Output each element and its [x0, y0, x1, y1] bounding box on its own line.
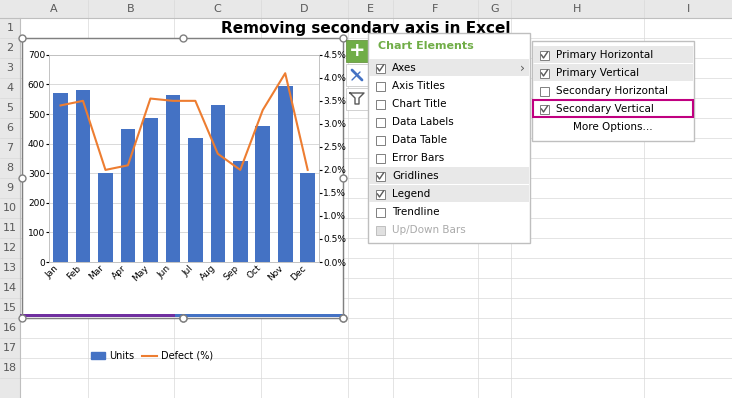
Text: +: + [348, 41, 365, 60]
Bar [533, 64, 693, 81]
Bar [533, 46, 693, 63]
Bar [278, 86, 293, 262]
Text: 2: 2 [7, 43, 14, 53]
Text: E: E [367, 4, 374, 14]
Text: 3: 3 [7, 63, 13, 73]
Bar [376, 172, 385, 181]
Text: 4: 4 [7, 83, 14, 93]
Bar [346, 88, 368, 110]
Bar [376, 207, 385, 217]
Text: 10: 10 [3, 203, 17, 213]
Bar [533, 100, 693, 117]
Text: 17: 17 [3, 343, 17, 353]
Text: 6: 6 [7, 123, 13, 133]
Text: Primary Horizontal: Primary Horizontal [556, 50, 653, 60]
Text: Trendline: Trendline [392, 207, 439, 217]
Bar [233, 161, 247, 262]
Bar [346, 40, 368, 62]
Text: Up/Down Bars: Up/Down Bars [392, 225, 466, 235]
Bar [211, 105, 225, 262]
Text: 11: 11 [3, 223, 17, 233]
Bar [368, 33, 530, 243]
Text: Axes: Axes [392, 63, 417, 73]
Text: Secondary Horizontal: Secondary Horizontal [556, 86, 668, 96]
Text: G: G [490, 4, 498, 14]
Bar [369, 59, 529, 76]
Text: 13: 13 [3, 263, 17, 273]
Text: More Options...: More Options... [573, 122, 653, 132]
Text: 14: 14 [3, 283, 17, 293]
Text: D: D [300, 4, 309, 14]
Text: 15: 15 [3, 303, 17, 313]
Text: Secondary Vertical: Secondary Vertical [556, 104, 654, 114]
Bar [255, 126, 270, 262]
Bar [165, 95, 180, 262]
Text: H: H [573, 4, 582, 14]
Bar [376, 226, 385, 234]
Bar [121, 129, 135, 262]
Bar [346, 64, 368, 86]
Text: 8: 8 [7, 163, 14, 173]
Text: Error Bars: Error Bars [392, 153, 444, 163]
Bar [376, 82, 385, 90]
Bar [376, 64, 385, 72]
Text: Chart Elements: Chart Elements [378, 41, 474, 51]
Bar [75, 90, 90, 262]
Bar [540, 86, 549, 96]
Text: F: F [433, 4, 438, 14]
Text: Legend: Legend [392, 189, 430, 199]
Text: 12: 12 [3, 243, 17, 253]
Bar [540, 105, 549, 113]
Bar [369, 185, 529, 202]
Text: 1: 1 [7, 23, 13, 33]
Bar [540, 68, 549, 78]
Text: B: B [127, 4, 135, 14]
Text: Data Table: Data Table [392, 135, 447, 145]
Bar [143, 119, 157, 262]
Text: I: I [687, 4, 690, 14]
Text: ›: › [520, 62, 525, 74]
Bar [0, 0, 732, 18]
Text: 18: 18 [3, 363, 17, 373]
Bar [376, 189, 385, 199]
Bar [369, 167, 529, 184]
Bar [0, 18, 20, 398]
Bar [20, 314, 175, 317]
Text: 9: 9 [7, 183, 14, 193]
Text: A: A [51, 4, 58, 14]
Text: Data Labels: Data Labels [392, 117, 454, 127]
Bar [376, 117, 385, 127]
Bar [188, 138, 203, 262]
Bar [376, 135, 385, 144]
Text: Axis Titles: Axis Titles [392, 81, 445, 91]
Text: Removing secondary axis in Excel: Removing secondary axis in Excel [221, 21, 511, 35]
Bar [376, 100, 385, 109]
Text: 16: 16 [3, 323, 17, 333]
Text: 5: 5 [7, 103, 13, 113]
Bar [532, 41, 694, 141]
Bar [22, 38, 343, 318]
Text: C: C [214, 4, 221, 14]
Bar [540, 51, 549, 59]
Bar [300, 173, 315, 262]
Bar [98, 173, 113, 262]
Bar [53, 93, 68, 262]
Text: 7: 7 [7, 143, 14, 153]
Bar [376, 154, 385, 162]
Bar [175, 314, 345, 317]
Text: Chart Title: Chart Title [392, 99, 447, 109]
Text: Gridlines: Gridlines [392, 171, 438, 181]
Text: Primary Vertical: Primary Vertical [556, 68, 639, 78]
Legend: Units, Defect (%): Units, Defect (%) [87, 347, 217, 365]
